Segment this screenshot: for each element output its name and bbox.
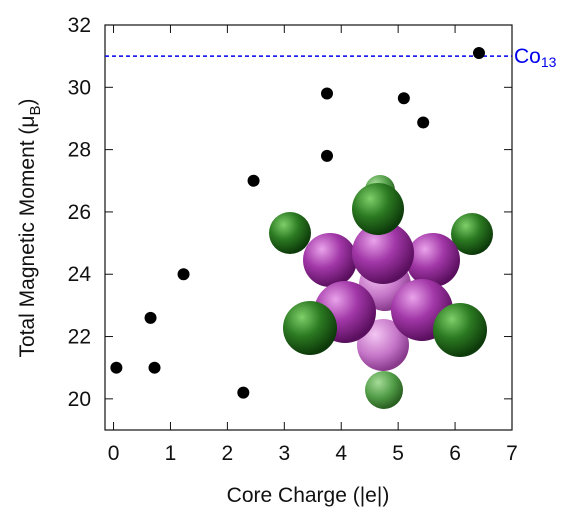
cluster-illustration — [269, 175, 493, 409]
x-tick-label: 5 — [392, 442, 404, 465]
y-tick-label: 26 — [68, 201, 91, 224]
y-tick-label: 30 — [68, 76, 91, 99]
x-tick-label: 7 — [506, 442, 518, 465]
point — [321, 150, 333, 162]
point — [145, 312, 157, 324]
y-tick-label: 24 — [68, 263, 92, 286]
y-axis-label-part: Total Magnetic Moment (μ — [16, 115, 39, 357]
x-tick-label: 4 — [335, 442, 347, 465]
y-tick-label: 22 — [68, 326, 91, 349]
x-tick-label: 3 — [278, 442, 290, 465]
point — [248, 175, 260, 187]
y-axis-label: Total Magnetic Moment (μB) — [16, 98, 44, 357]
point — [473, 47, 485, 59]
x-tick-label: 6 — [449, 442, 461, 465]
x-tick-label: 2 — [222, 442, 234, 465]
reference-label: Co13 — [514, 45, 557, 70]
point — [237, 387, 249, 399]
x-tick-label: 1 — [165, 442, 177, 465]
y-axis-label-sub: B — [27, 105, 44, 115]
y-tick-label: 32 — [68, 14, 91, 37]
point — [110, 362, 122, 374]
y-tick-label: 28 — [68, 139, 91, 162]
y-axis-label-part: ) — [16, 98, 39, 105]
point — [149, 362, 161, 374]
reference-label-text: Co — [514, 45, 541, 68]
point — [321, 88, 333, 100]
point — [398, 92, 410, 104]
reference-label-sub: 13 — [541, 54, 557, 70]
chart: Core Charge (|e|) Total Magnetic Moment … — [0, 0, 563, 510]
point — [417, 117, 429, 129]
x-tick-label: 0 — [108, 442, 120, 465]
y-tick-label: 20 — [68, 388, 91, 411]
x-axis-label: Core Charge (|e|) — [227, 484, 390, 507]
point — [178, 268, 190, 280]
